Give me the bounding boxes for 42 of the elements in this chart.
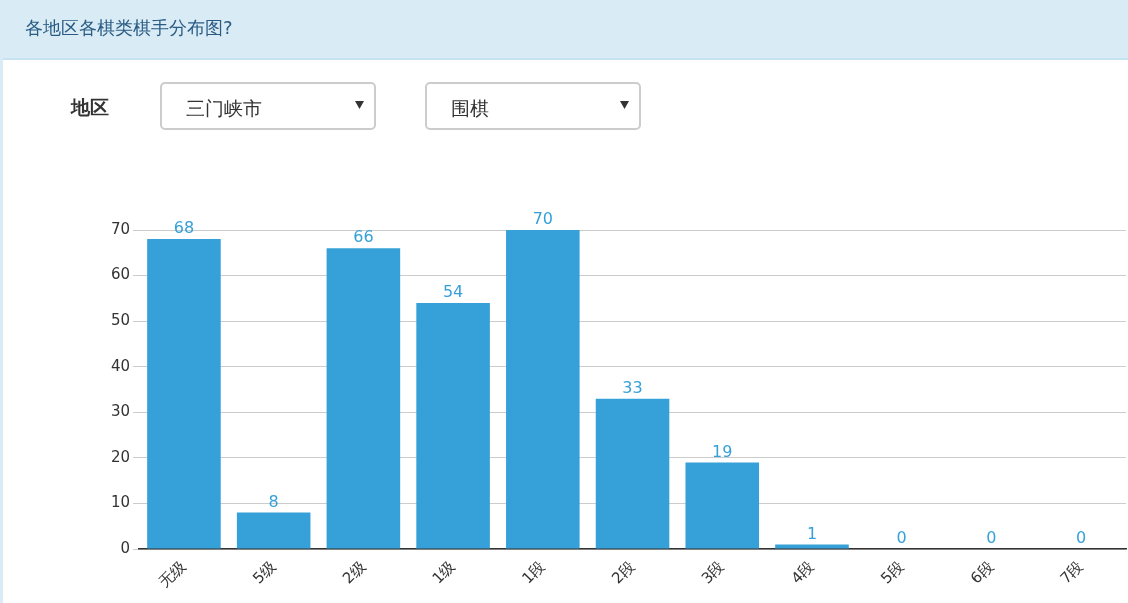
data-label: 19 — [712, 441, 733, 461]
data-label: 0 — [1076, 528, 1087, 548]
y-tick-label: 20 — [110, 447, 131, 466]
y-tick-label: 50 — [110, 311, 131, 330]
x-tick-label: 1级 — [428, 557, 459, 588]
x-tick-label: 1段 — [518, 557, 549, 588]
x-tick-label: 3段 — [697, 557, 728, 588]
data-label: 33 — [622, 377, 643, 397]
data-label: 0 — [986, 528, 997, 548]
bar — [595, 398, 670, 549]
data-label: 68 — [173, 218, 195, 238]
y-tick-label: 30 — [110, 402, 131, 421]
text: 围棋 — [451, 96, 489, 121]
bar — [685, 462, 760, 549]
text: 三门峡市 — [186, 96, 262, 121]
x-tick-label: 6段 — [966, 557, 997, 588]
data-label: 54 — [442, 282, 464, 302]
x-tick-label: 4段 — [787, 557, 818, 588]
x-tick-label: 2段 — [608, 557, 639, 588]
y-tick-label: 0 — [120, 538, 131, 557]
data-label: 0 — [896, 528, 907, 548]
data-label: 66 — [353, 227, 374, 247]
x-tick-label: 无级 — [155, 557, 190, 592]
bar — [236, 512, 311, 549]
bar — [506, 230, 580, 549]
chart-title: 各地区各棋类棋手分布图? — [25, 16, 233, 40]
y-tick-label: 40 — [110, 356, 131, 375]
bar — [416, 302, 490, 549]
y-tick-label: 10 — [110, 493, 131, 512]
x-tick-label: 5级 — [249, 557, 280, 588]
bar — [147, 239, 221, 549]
y-tick-label: 70 — [110, 219, 131, 238]
text: 地区 — [71, 95, 109, 120]
y-tick-label: 60 — [110, 265, 131, 284]
data-label: 8 — [268, 491, 279, 511]
x-tick-label: 7段 — [1056, 557, 1087, 588]
data-label: 70 — [532, 209, 553, 229]
x-tick-label: 5段 — [877, 557, 908, 588]
x-tick-label: 2级 — [338, 557, 369, 588]
data-label: 1 — [806, 523, 818, 543]
bar — [326, 248, 401, 549]
bar — [775, 544, 849, 549]
